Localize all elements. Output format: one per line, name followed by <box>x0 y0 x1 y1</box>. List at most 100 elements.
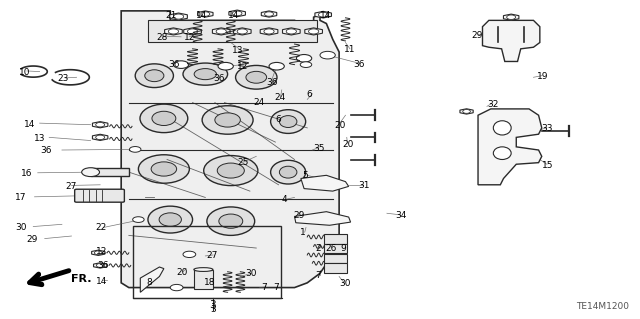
Ellipse shape <box>135 64 173 87</box>
Ellipse shape <box>280 166 297 178</box>
Circle shape <box>320 51 335 59</box>
Text: 3: 3 <box>210 300 216 310</box>
Ellipse shape <box>271 160 306 184</box>
Ellipse shape <box>271 110 306 133</box>
Circle shape <box>308 29 319 34</box>
Circle shape <box>183 251 196 257</box>
Ellipse shape <box>152 111 176 125</box>
Text: 23: 23 <box>58 74 69 83</box>
Text: 16: 16 <box>20 169 32 178</box>
Polygon shape <box>93 263 107 268</box>
Polygon shape <box>212 28 230 35</box>
Ellipse shape <box>159 213 181 226</box>
Ellipse shape <box>204 156 258 186</box>
Ellipse shape <box>493 147 511 160</box>
Circle shape <box>132 217 144 222</box>
Text: 27: 27 <box>207 251 218 260</box>
Text: 24: 24 <box>274 93 285 102</box>
Text: 2: 2 <box>315 244 321 253</box>
Circle shape <box>216 29 227 34</box>
Polygon shape <box>234 28 251 35</box>
Bar <box>324 263 348 273</box>
Text: 36: 36 <box>266 78 277 86</box>
Text: 35: 35 <box>314 144 325 153</box>
Circle shape <box>97 263 104 267</box>
Ellipse shape <box>236 65 277 89</box>
Text: 12: 12 <box>184 33 195 42</box>
Polygon shape <box>305 28 323 35</box>
Polygon shape <box>483 20 540 62</box>
Text: 25: 25 <box>237 158 248 167</box>
Text: 36: 36 <box>98 261 109 270</box>
Ellipse shape <box>194 268 213 271</box>
Text: 29: 29 <box>26 235 38 244</box>
Polygon shape <box>301 175 349 191</box>
Ellipse shape <box>217 163 244 178</box>
Ellipse shape <box>148 206 193 233</box>
Polygon shape <box>261 11 276 17</box>
Text: 10: 10 <box>19 68 31 77</box>
Circle shape <box>237 29 247 34</box>
Ellipse shape <box>215 113 241 127</box>
Circle shape <box>269 63 284 70</box>
Polygon shape <box>121 11 339 287</box>
Circle shape <box>201 12 210 16</box>
Text: 33: 33 <box>541 124 553 133</box>
Text: 24: 24 <box>253 98 264 107</box>
Circle shape <box>296 55 312 62</box>
Text: 3: 3 <box>210 305 216 314</box>
Ellipse shape <box>202 106 253 134</box>
Circle shape <box>264 29 274 34</box>
Bar <box>148 20 317 42</box>
Text: 12: 12 <box>237 62 248 71</box>
Text: 21: 21 <box>166 11 177 20</box>
Text: 9: 9 <box>340 244 346 253</box>
Ellipse shape <box>151 162 177 176</box>
Circle shape <box>300 62 312 68</box>
Polygon shape <box>260 28 278 35</box>
Text: 30: 30 <box>15 223 27 232</box>
FancyBboxPatch shape <box>75 189 124 202</box>
Text: 7: 7 <box>260 283 266 292</box>
Polygon shape <box>460 109 473 114</box>
Text: 36: 36 <box>40 145 52 154</box>
Text: 30: 30 <box>339 279 351 288</box>
Text: 20: 20 <box>334 121 346 130</box>
Polygon shape <box>92 134 108 140</box>
Text: 11: 11 <box>344 45 356 54</box>
Text: 22: 22 <box>96 223 107 232</box>
Polygon shape <box>164 28 182 35</box>
Text: 27: 27 <box>65 182 77 191</box>
Circle shape <box>507 15 516 19</box>
Text: 29: 29 <box>472 31 483 40</box>
Ellipse shape <box>194 69 216 80</box>
Text: 6: 6 <box>275 115 281 123</box>
Circle shape <box>232 11 242 16</box>
Ellipse shape <box>145 70 164 82</box>
Polygon shape <box>92 250 105 256</box>
Polygon shape <box>478 109 541 185</box>
Polygon shape <box>294 212 351 225</box>
Text: 26: 26 <box>325 244 337 253</box>
Circle shape <box>168 29 179 34</box>
Text: 29: 29 <box>293 211 305 220</box>
Bar <box>324 234 348 244</box>
Ellipse shape <box>246 71 267 83</box>
Polygon shape <box>315 11 332 18</box>
Text: 36: 36 <box>354 60 365 69</box>
Circle shape <box>319 12 328 17</box>
Circle shape <box>463 109 470 113</box>
Text: 12: 12 <box>96 247 107 256</box>
Ellipse shape <box>138 155 189 183</box>
Text: 36: 36 <box>213 74 225 83</box>
Ellipse shape <box>207 207 255 235</box>
Text: 5: 5 <box>302 171 308 181</box>
Circle shape <box>188 29 198 34</box>
Polygon shape <box>198 11 213 17</box>
Circle shape <box>173 61 189 69</box>
Text: FR.: FR. <box>72 274 92 284</box>
Polygon shape <box>504 14 519 20</box>
Text: 31: 31 <box>358 181 370 190</box>
Text: 7: 7 <box>273 283 279 292</box>
Circle shape <box>170 285 183 291</box>
